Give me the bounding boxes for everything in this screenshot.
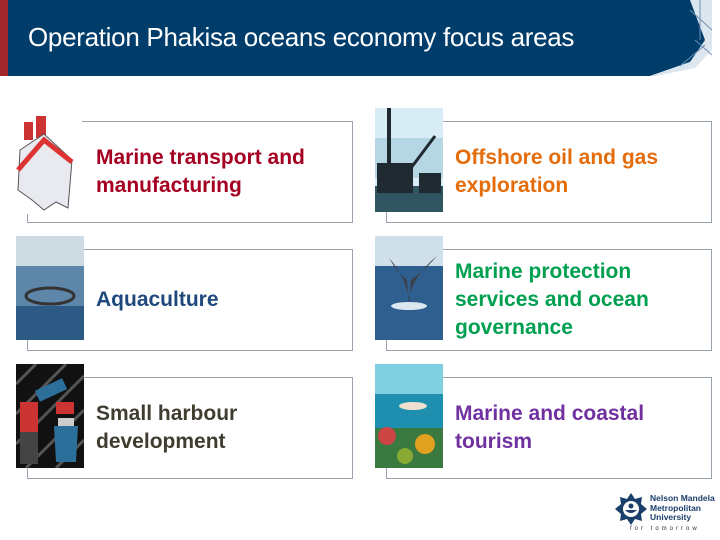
whale-tail-image bbox=[375, 236, 443, 340]
university-emblem-icon bbox=[615, 493, 647, 525]
header-banner bbox=[0, 0, 713, 76]
page-title: Operation Phakisa oceans economy focus a… bbox=[28, 22, 575, 52]
university-logo: Nelson Mandela Metropolitan University f… bbox=[614, 490, 718, 536]
logo-name-line: Metropolitan bbox=[650, 502, 701, 513]
focus-area-label: Aquaculture bbox=[96, 288, 219, 311]
logo-tagline: for tomorrow bbox=[630, 526, 700, 532]
slide-header: Operation Phakisa oceans economy focus a… bbox=[0, 0, 720, 76]
focus-area-label: Marine protection services and ocean gov… bbox=[455, 260, 649, 339]
logo-name-line: University bbox=[650, 512, 692, 522]
fish-farm-image bbox=[16, 236, 84, 340]
logo-name-line: Nelson Mandela bbox=[650, 493, 715, 503]
ship-icon bbox=[14, 110, 82, 214]
oil-rig-image bbox=[375, 108, 443, 212]
diver-reef-image bbox=[375, 364, 443, 468]
harbour-crane-icon bbox=[16, 364, 84, 468]
focus-area-label: Marine transport and manufacturing bbox=[96, 146, 305, 197]
focus-area-label: Marine and coastal tourism bbox=[455, 402, 645, 453]
focus-area-label: Offshore oil and gas exploration bbox=[455, 146, 659, 197]
focus-area-label: Small harbour development bbox=[96, 402, 238, 453]
